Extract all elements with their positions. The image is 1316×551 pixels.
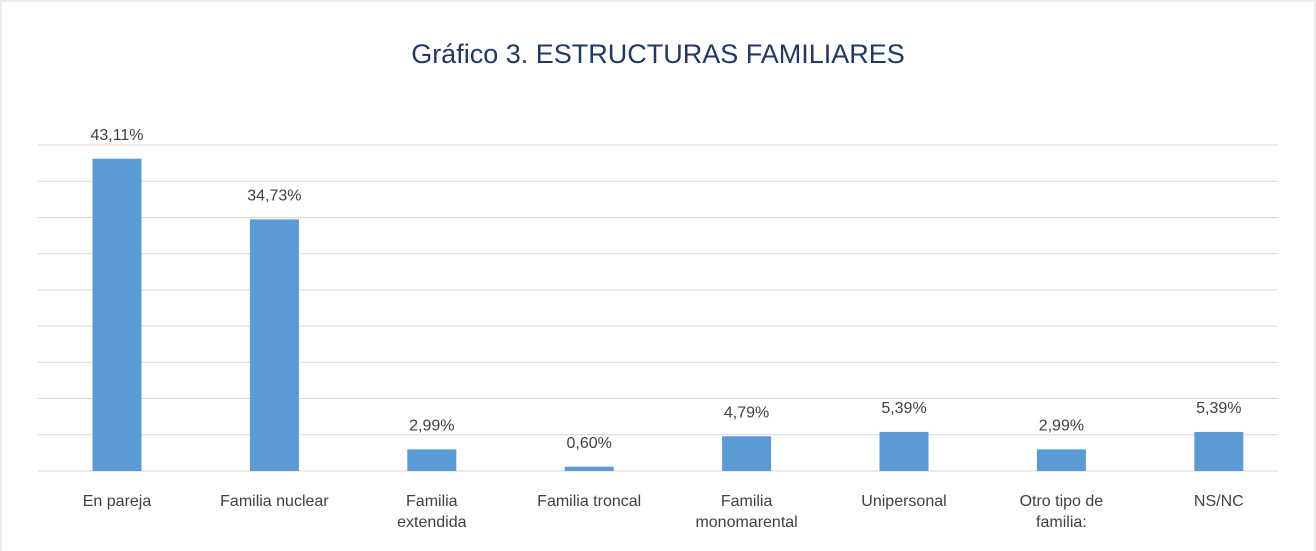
bar [879,431,929,471]
x-tick-label: Familia nuclear [220,493,329,510]
value-label: 2,99% [409,418,454,435]
value-label: 5,39% [1196,400,1241,417]
x-tick-label: Familia monomarental [695,493,798,531]
chart-title: Gráfico 3. ESTRUCTURAS FAMILIARES [411,39,905,69]
x-tick-label: En pareja [82,493,152,510]
bar [407,449,457,471]
value-label: 0,60% [567,435,612,452]
value-label: 43,11% [90,127,143,144]
value-label: 34,73% [247,188,301,205]
bar [249,219,299,471]
bar [564,466,614,471]
value-label: 2,99% [1039,418,1084,435]
bar [1194,431,1244,471]
value-label: 5,39% [881,400,926,417]
value-label: 4,79% [724,405,769,422]
x-tick-label: Familia extendida [397,493,467,531]
bar [1036,449,1086,471]
bar [92,158,142,471]
x-tick-label: Familia troncal [537,493,642,510]
bar [722,436,772,471]
x-tick-label: NS/NC [1193,493,1244,510]
x-tick-label: Otro tipo de familia: [1019,493,1104,531]
x-tick-label: Unipersonal [861,493,947,510]
